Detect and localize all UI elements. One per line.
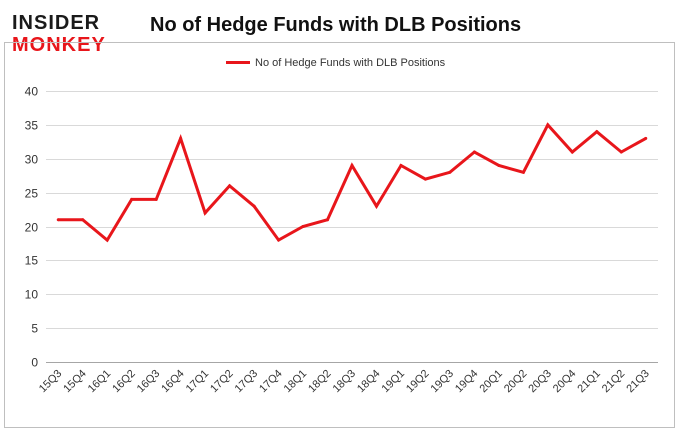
data-point bbox=[105, 238, 109, 242]
y-tick-label: 10 bbox=[25, 288, 39, 302]
insider-monkey-logo: INSIDER MONKEY bbox=[12, 12, 128, 56]
x-tick-label: 15Q3 bbox=[37, 368, 65, 396]
data-point bbox=[277, 238, 281, 242]
legend-label: No of Hedge Funds with DLB Positions bbox=[255, 57, 446, 69]
data-point bbox=[423, 177, 427, 181]
data-point bbox=[301, 225, 305, 228]
legend: No of Hedge Funds with DLB Positions bbox=[226, 57, 446, 69]
y-tick-label: 20 bbox=[25, 221, 39, 235]
data-point bbox=[228, 184, 232, 188]
data-point bbox=[497, 164, 501, 168]
chart-frame bbox=[4, 42, 675, 428]
series-layer bbox=[56, 122, 648, 243]
x-tick-label: 17Q4 bbox=[257, 368, 285, 396]
data-point bbox=[644, 136, 648, 140]
x-tick-label: 16Q2 bbox=[110, 368, 138, 396]
data-point bbox=[203, 211, 207, 215]
x-tick-label: 16Q3 bbox=[135, 368, 163, 396]
data-point bbox=[252, 204, 256, 208]
x-tick-label: 20Q4 bbox=[551, 368, 579, 396]
data-point bbox=[472, 150, 476, 154]
x-tick-label: 19Q3 bbox=[429, 368, 457, 396]
data-point bbox=[595, 130, 599, 134]
x-tick-label: 21Q3 bbox=[624, 368, 652, 396]
x-tick-label: 15Q4 bbox=[61, 368, 89, 396]
data-point bbox=[546, 123, 550, 127]
x-tick-label: 20Q1 bbox=[477, 368, 505, 396]
logo-line-1: INSIDER bbox=[12, 12, 101, 34]
x-tick-label: 20Q3 bbox=[526, 368, 554, 396]
data-point bbox=[619, 150, 623, 154]
y-tick-label: 0 bbox=[31, 356, 38, 370]
y-tick-label: 35 bbox=[25, 119, 39, 133]
x-tick-label: 18Q3 bbox=[331, 368, 359, 396]
y-tick-label: 25 bbox=[25, 187, 39, 201]
data-point bbox=[448, 170, 452, 174]
series-line bbox=[58, 122, 647, 243]
grid-layer bbox=[46, 91, 658, 363]
data-point bbox=[81, 218, 85, 222]
y-tick-label: 15 bbox=[25, 254, 39, 268]
x-tick-label: 18Q2 bbox=[306, 368, 334, 396]
x-tick-label: 18Q1 bbox=[282, 368, 310, 396]
y-tick-label: 40 bbox=[25, 85, 39, 99]
x-tick-label: 20Q2 bbox=[502, 368, 530, 396]
y-tick-label: 30 bbox=[25, 153, 39, 167]
x-tick-label: 18Q4 bbox=[355, 368, 383, 396]
data-point bbox=[521, 170, 525, 174]
data-point bbox=[350, 164, 354, 168]
data-point bbox=[326, 218, 330, 222]
data-point bbox=[399, 164, 403, 168]
x-tick-label: 17Q3 bbox=[233, 368, 261, 396]
data-point bbox=[179, 136, 183, 140]
y-tick-label: 5 bbox=[31, 322, 38, 336]
logo-line-2: MONKEY bbox=[12, 34, 106, 56]
x-tick-label: 19Q2 bbox=[404, 368, 432, 396]
y-axis-ticks: 0 5 10 15 20 25 30 35 40 bbox=[25, 85, 39, 370]
x-tick-label: 17Q2 bbox=[208, 368, 236, 396]
x-tick-label: 16Q4 bbox=[159, 368, 187, 396]
data-point bbox=[374, 204, 378, 208]
x-tick-label: 21Q2 bbox=[600, 368, 628, 396]
data-point bbox=[130, 197, 134, 201]
x-axis-ticks: 15Q315Q416Q116Q216Q316Q417Q117Q217Q317Q4… bbox=[37, 368, 652, 396]
x-tick-label: 19Q1 bbox=[380, 368, 408, 396]
x-tick-label: 19Q4 bbox=[453, 368, 481, 396]
data-point bbox=[570, 150, 574, 154]
chart-title: No of Hedge Funds with DLB Positions bbox=[150, 14, 522, 36]
data-point bbox=[56, 218, 60, 222]
data-point bbox=[154, 197, 158, 201]
x-tick-label: 16Q1 bbox=[86, 368, 114, 396]
x-tick-label: 21Q1 bbox=[575, 368, 603, 396]
x-tick-label: 17Q1 bbox=[184, 368, 212, 396]
